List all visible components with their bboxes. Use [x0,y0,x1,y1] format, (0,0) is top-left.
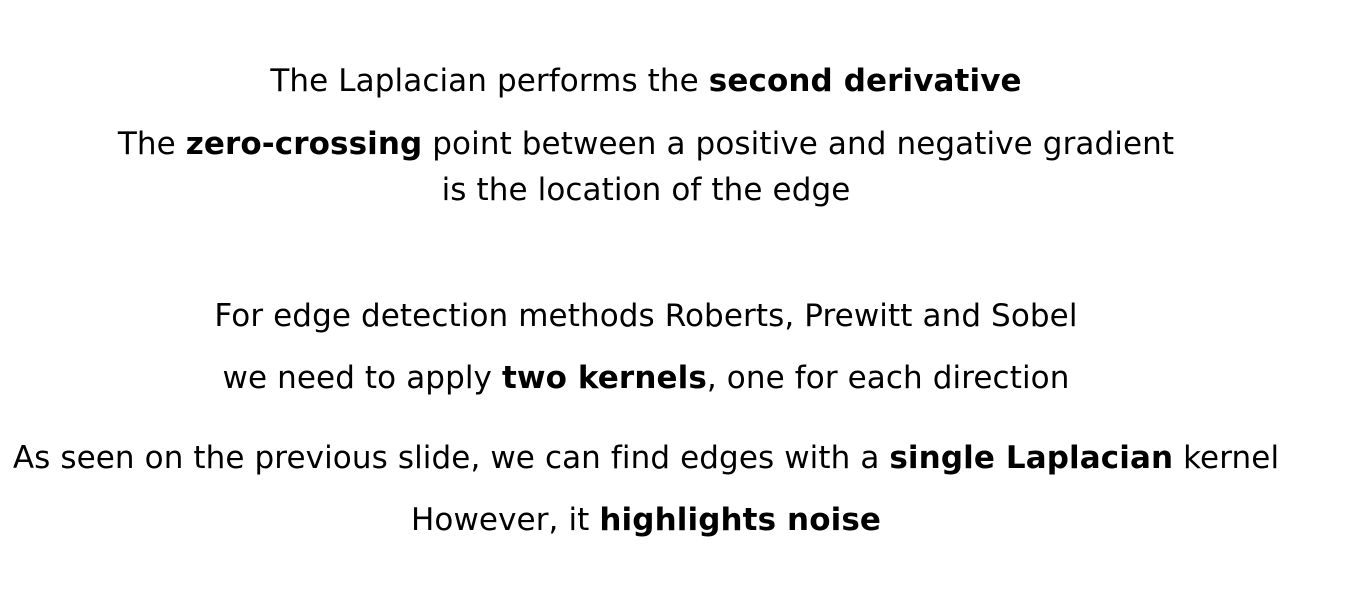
laplacian-second-derivative-line: The Laplacian performs the second deriva… [0,63,1292,99]
single-laplacian-line: As seen on the previous slide, we can fi… [0,440,1292,476]
slide-content: The Laplacian performs the second deriva… [0,63,1292,538]
edge-location-line: is the location of the edge [0,172,1292,208]
edge-detection-methods-line: For edge detection methods Roberts, Prew… [0,298,1292,334]
line-text: point between a positive and negative gr… [422,126,1175,162]
highlights-noise-line: However, it highlights noise [0,502,1292,538]
emphasis-highlights-noise: highlights noise [599,502,881,538]
line-text: The Laplacian performs the [270,63,709,99]
line-text: However, it [410,502,600,538]
emphasis-zero-crossing: zero-crossing [185,126,423,162]
line-text: For edge detection methods Roberts, Prew… [214,298,1078,334]
emphasis-single-laplacian: single Laplacian [889,440,1174,476]
two-kernels-line: we need to apply two kernels, one for ea… [0,360,1292,396]
line-text: kernel [1173,440,1280,476]
emphasis-second-derivative: second derivative [708,63,1022,99]
emphasis-two-kernels: two kernels [501,360,707,396]
zero-crossing-line: The zero-crossing point between a positi… [0,126,1292,162]
line-text: we need to apply [222,360,502,396]
line-text: As seen on the previous slide, we can fi… [12,440,890,476]
line-text: The [117,126,186,162]
line-text: is the location of the edge [441,172,851,208]
line-text: , one for each direction [706,360,1070,396]
